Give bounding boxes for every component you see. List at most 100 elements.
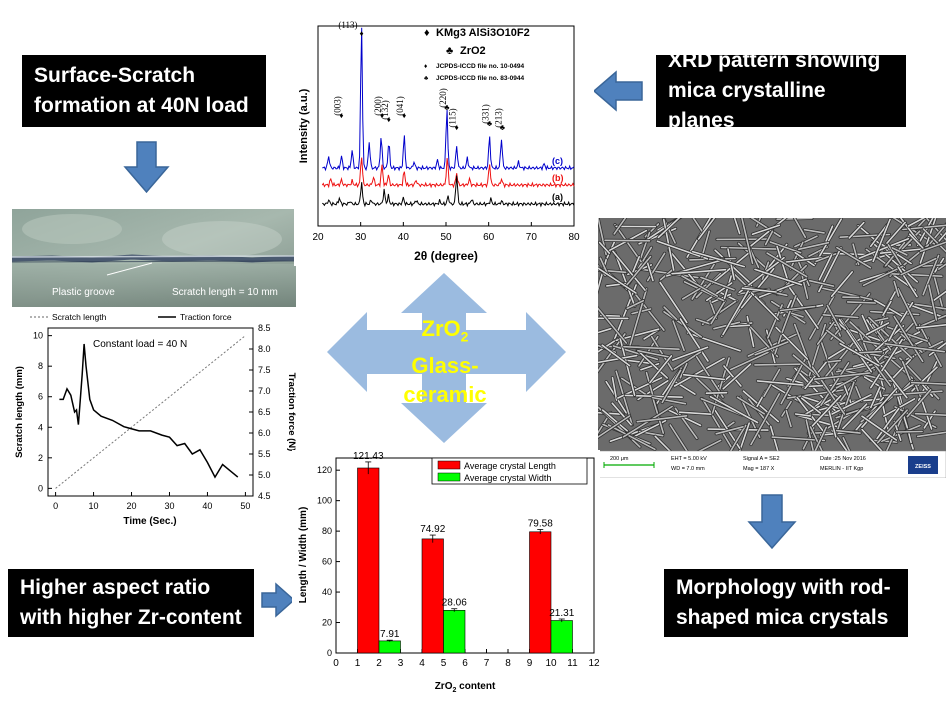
center-zro2: ZrO2 bbox=[390, 314, 500, 351]
right-tick-label: 7.0 bbox=[258, 386, 271, 396]
scratch-y2label: Traction force (N) bbox=[286, 373, 296, 452]
x-tick-label: 50 bbox=[240, 501, 250, 511]
sem-rod bbox=[605, 240, 650, 241]
bar-x-tick-label: 7 bbox=[484, 658, 490, 669]
bar-x-tick-label: 3 bbox=[398, 658, 404, 669]
bar-x-tick-label: 12 bbox=[588, 658, 600, 669]
xrd-series-line-1 bbox=[322, 158, 574, 187]
bar-1-0 bbox=[379, 641, 401, 653]
bar-x-tick-label: 6 bbox=[462, 658, 468, 669]
bar-data-label: 74.92 bbox=[420, 524, 445, 535]
arrow-right-bar-chart-icon bbox=[262, 584, 294, 616]
sem-date: Date :25 Nov 2016 bbox=[820, 456, 866, 462]
bar-x-tick-label: 5 bbox=[441, 658, 447, 669]
xrd-series-label: (c) bbox=[552, 156, 563, 166]
xrd-x-tick-label: 50 bbox=[440, 232, 452, 243]
scratch-title: Constant load = 40 N bbox=[93, 339, 187, 350]
xrd-legend: ♦KMg3 AlSi3O10F2♣ZrO2♦JCPDS-ICCD file no… bbox=[424, 27, 530, 82]
bar-y-tick-label: 80 bbox=[322, 526, 332, 536]
left-tick-label: 2 bbox=[38, 453, 43, 463]
xrd-legend-symbol: ♣ bbox=[446, 45, 453, 57]
sem-rod bbox=[755, 364, 800, 365]
xrd-xlabel: 2θ (degree) bbox=[414, 249, 478, 263]
sem-rod bbox=[897, 432, 923, 433]
right-tick-label: 5.5 bbox=[258, 449, 271, 459]
bar-x-tick-label: 9 bbox=[527, 658, 533, 669]
scratch-right-ticks: 4.55.05.56.06.57.07.58.08.5 bbox=[249, 323, 271, 501]
bar-0-0 bbox=[358, 468, 380, 653]
xrd-peak-symbol: ♦ bbox=[339, 111, 343, 120]
xrd-legend-symbol: ♣ bbox=[424, 75, 429, 82]
x-tick-label: 40 bbox=[202, 501, 212, 511]
right-tick-label: 6.5 bbox=[258, 407, 271, 417]
xrd-ylabel: Intensity (a.u.) bbox=[298, 88, 310, 163]
sem-signal: Signal A = SE2 bbox=[743, 456, 780, 462]
x-tick-label: 10 bbox=[89, 501, 99, 511]
xrd-legend-symbol: ♦ bbox=[424, 63, 428, 70]
center-label: ZrO2 Glass- ceramic bbox=[390, 314, 500, 409]
legend-scratch-length: Scratch length bbox=[52, 312, 107, 322]
bar-data-label: 79.58 bbox=[528, 519, 553, 530]
xrd-peak-symbol: ♦ bbox=[387, 115, 391, 124]
xrd-x-tick-label: 30 bbox=[355, 232, 367, 243]
xrd-peak-symbol: ♦ bbox=[402, 111, 406, 120]
right-tick-label: 5.0 bbox=[258, 470, 271, 480]
bar-x-tick-label: 4 bbox=[419, 658, 425, 669]
arrow-left-xrd-icon bbox=[594, 72, 642, 110]
left-tick-label: 0 bbox=[38, 483, 43, 493]
xrd-legend-symbol: ♦ bbox=[424, 27, 430, 39]
right-tick-label: 7.5 bbox=[258, 365, 271, 375]
sem-rod bbox=[848, 302, 876, 303]
bar-xlabel: ZrO2 content bbox=[435, 681, 496, 694]
bar-data-label: 21.31 bbox=[549, 608, 574, 619]
bar-x-tick-label: 10 bbox=[545, 658, 557, 669]
center-glass: Glass- bbox=[390, 351, 500, 380]
bar-y-tick-label: 60 bbox=[322, 557, 332, 567]
sem-instrument: MERLIN - IIT Kgp bbox=[820, 466, 863, 472]
left-tick-label: 10 bbox=[33, 331, 43, 341]
zeiss-logo-text: ZEISS bbox=[915, 464, 931, 470]
sem-eht: EHT = 5.00 kV bbox=[671, 456, 707, 462]
sem-image: 200 μm EHT = 5.00 kV WD = 7.0 mm Signal … bbox=[598, 218, 946, 478]
bar-legend: Average crystal Length Average crystal W… bbox=[432, 458, 587, 484]
xrd-series-label: (a) bbox=[552, 192, 563, 202]
bar-ylabel: Length / Width (mm) bbox=[298, 507, 309, 604]
x-tick-label: 30 bbox=[164, 501, 174, 511]
bar-data-label: 7.91 bbox=[380, 629, 400, 640]
sem-rod bbox=[706, 393, 726, 394]
scratch-ylabel: Scratch length (mm) bbox=[14, 366, 25, 458]
xrd-x-tick-label: 70 bbox=[526, 232, 538, 243]
bar-1-2 bbox=[551, 621, 573, 654]
legend-length-swatch bbox=[438, 461, 460, 469]
bar-x-tick-label: 2 bbox=[376, 658, 382, 669]
xrd-x-tick-label: 80 bbox=[568, 232, 580, 243]
legend-length: Average crystal Length bbox=[464, 461, 556, 471]
traction-force-line bbox=[59, 344, 237, 477]
xrd-series-label: (b) bbox=[552, 173, 564, 183]
bar-x-tick-label: 0 bbox=[333, 658, 339, 669]
xrd-legend-text: ZrO2 bbox=[460, 45, 486, 57]
scratch-lines bbox=[56, 336, 246, 489]
xrd-legend-text: KMg3 AlSi3O10F2 bbox=[436, 27, 530, 39]
xrd-peak-symbol: ♣ bbox=[487, 119, 493, 128]
right-tick-label: 8.5 bbox=[258, 323, 271, 333]
sem-wd: WD = 7.0 mm bbox=[671, 466, 705, 472]
arrow-down-morphology-icon bbox=[749, 495, 795, 548]
sem-mag: Mag = 187 X bbox=[743, 466, 775, 472]
bar-data-label: 28.06 bbox=[442, 598, 467, 609]
bar-data-label: 121.43 bbox=[353, 451, 384, 462]
photo-length-label: Scratch length = 10 mm bbox=[172, 287, 278, 298]
legend-width-swatch bbox=[438, 473, 460, 481]
right-tick-label: 8.0 bbox=[258, 344, 271, 354]
left-tick-label: 8 bbox=[38, 361, 43, 371]
arrow-down-scratch-icon bbox=[125, 142, 168, 192]
bar-y-tick-label: 40 bbox=[322, 587, 332, 597]
x-tick-label: 0 bbox=[53, 501, 58, 511]
bar-y-tick-label: 120 bbox=[317, 465, 332, 475]
